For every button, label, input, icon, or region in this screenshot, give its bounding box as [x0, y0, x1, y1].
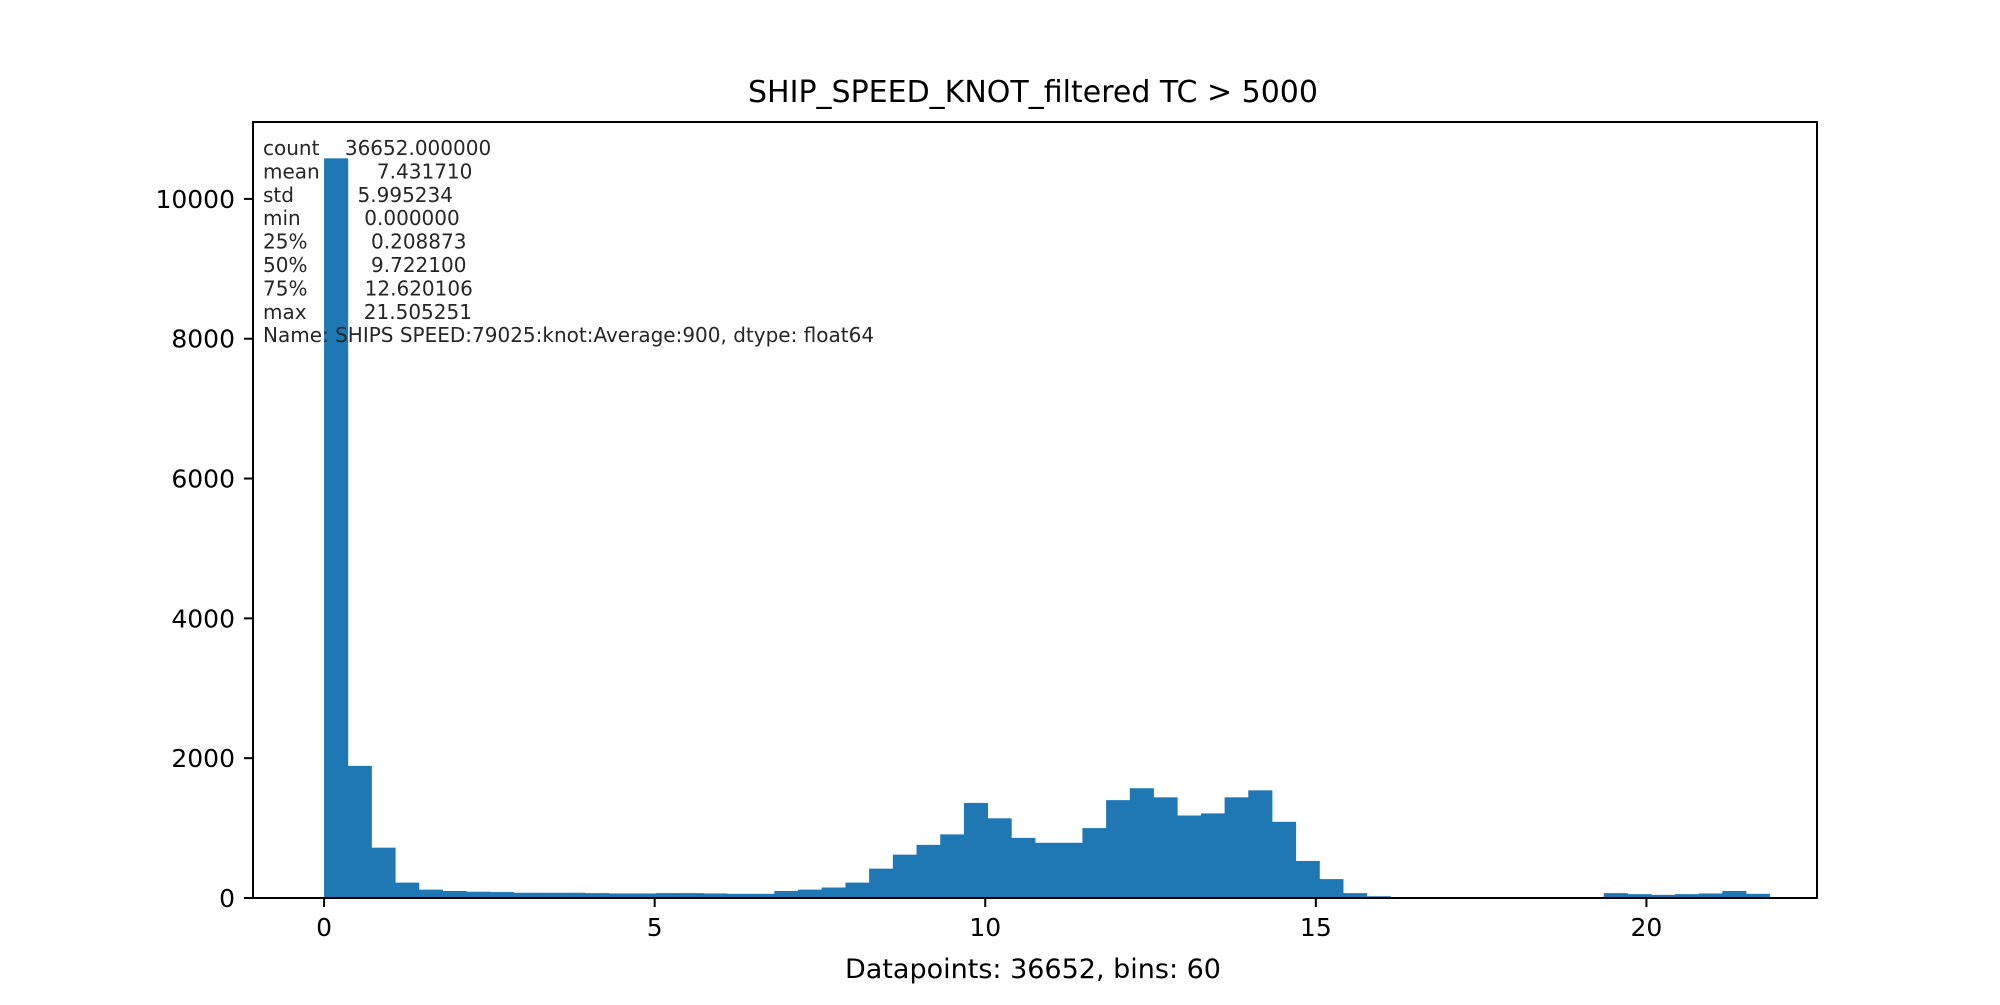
- histogram-bar: [1153, 797, 1178, 898]
- x-tick-label: 20: [1631, 913, 1663, 942]
- histogram-bar: [940, 834, 965, 898]
- histogram-bar: [584, 893, 609, 898]
- histogram-bar: [442, 891, 467, 898]
- histogram-bar: [1035, 842, 1060, 898]
- histogram-bar: [1271, 821, 1297, 898]
- stats-line: 50% 9.722100: [263, 253, 466, 277]
- histogram-bar: [774, 891, 799, 898]
- histogram-bar: [1058, 842, 1083, 898]
- histogram-bar: [655, 893, 680, 898]
- histogram-bar: [1343, 893, 1368, 898]
- histogram-bar: [1082, 828, 1107, 898]
- histogram-bar: [1745, 893, 1771, 898]
- histogram-bar: [1224, 797, 1249, 898]
- histogram-bar: [987, 818, 1012, 898]
- histogram-bar: [632, 893, 657, 898]
- histogram-bar: [395, 882, 420, 898]
- bars-group: [324, 158, 1771, 899]
- histogram-bar: [750, 893, 775, 898]
- stats-line: 75% 12.620106: [263, 276, 473, 300]
- histogram-bar: [1177, 815, 1202, 898]
- y-tick-label: 10000: [155, 185, 235, 214]
- x-tick-label: 15: [1300, 913, 1332, 942]
- stats-line: Name: SHIPS SPEED:79025:knot:Average:900…: [263, 323, 874, 347]
- histogram-bar: [489, 892, 515, 898]
- y-tick-label: 0: [219, 884, 235, 913]
- histogram-bar: [466, 891, 491, 898]
- histogram-bar: [371, 847, 396, 898]
- x-tick-label: 0: [316, 913, 332, 942]
- stats-line: 25% 0.208873: [263, 230, 466, 254]
- stats-line: std 5.995234: [263, 183, 453, 207]
- x-axis: 0 5 10 15 20: [316, 898, 1662, 942]
- stats-line: min 0.000000: [263, 206, 460, 230]
- stats-line: max 21.505251: [263, 300, 472, 324]
- histogram-bar: [1200, 813, 1225, 898]
- histogram-bar: [679, 893, 704, 898]
- x-axis-label: Datapoints: 36652, bins: 60: [845, 954, 1221, 985]
- histogram-bar: [1603, 893, 1628, 898]
- y-tick-label: 4000: [171, 604, 235, 633]
- histogram-bar: [561, 892, 586, 898]
- stats-line: count 36652.000000: [263, 136, 491, 160]
- histogram-bar: [537, 892, 562, 898]
- histogram-bar: [703, 893, 728, 898]
- chart-title: SHIP_SPEED_KNOT_filtered TC > 5000: [748, 75, 1318, 110]
- stats-line: mean 7.431710: [263, 159, 472, 183]
- histogram-bar: [513, 892, 538, 898]
- y-tick-label: 6000: [171, 465, 235, 494]
- histogram-bar: [1129, 788, 1154, 898]
- histogram-bar: [608, 893, 633, 898]
- y-tick-label: 2000: [171, 744, 235, 773]
- histogram-bar: [1627, 894, 1652, 898]
- histogram-bar: [892, 854, 917, 898]
- y-axis: 0 2000 4000 6000 8000 10000: [155, 185, 253, 913]
- histogram-bar: [1674, 894, 1699, 898]
- histogram-bar: [798, 889, 823, 898]
- histogram-bar: [1011, 837, 1036, 898]
- histogram-bar: [845, 882, 870, 898]
- histogram-bar: [1295, 860, 1320, 898]
- histogram-bar: [1248, 790, 1273, 898]
- histogram-bar: [1106, 800, 1131, 898]
- histogram-bar: [1651, 894, 1676, 898]
- histogram-bar: [347, 765, 372, 898]
- histogram-bar: [418, 889, 443, 898]
- histogram-bar: [821, 887, 846, 898]
- x-tick-label: 5: [647, 913, 663, 942]
- histogram-bar: [1319, 879, 1344, 898]
- y-tick-label: 8000: [171, 325, 235, 354]
- histogram-bar: [916, 844, 941, 898]
- histogram-bar: [726, 893, 752, 898]
- plot-area-frame: [252, 121, 1818, 899]
- histogram-bar: [869, 868, 894, 898]
- histogram-bar: [963, 802, 989, 898]
- histogram-bar: [324, 158, 349, 899]
- x-tick-label: 10: [969, 913, 1001, 942]
- histogram-bar: [1722, 891, 1747, 898]
- histogram-bar: [1698, 893, 1723, 898]
